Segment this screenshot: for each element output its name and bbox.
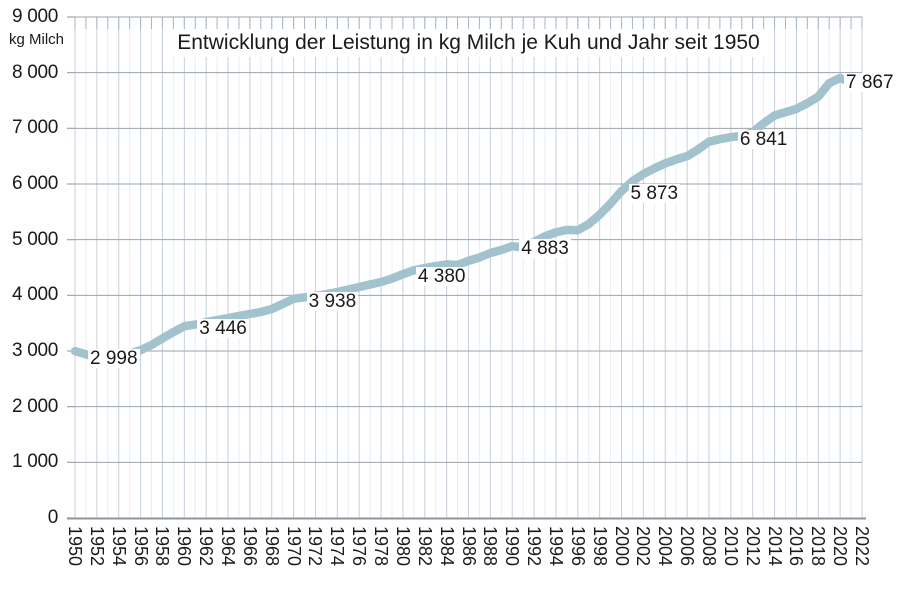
data-point-label: 3 446	[197, 318, 249, 340]
x-axis-tick-label: 2022	[852, 526, 872, 567]
x-axis-tick-label: 2014	[764, 526, 785, 567]
x-axis-tick-label: 1982	[414, 526, 435, 567]
data-point-label: 7 867	[844, 72, 896, 94]
chart-title-row: Entwicklung der Leistung in kg Milch je …	[75, 29, 862, 57]
x-axis-tick-label: 2012	[742, 526, 763, 567]
x-axis-tick-label: 1966	[239, 526, 260, 567]
y-axis-tick-label: 6 000	[11, 173, 58, 194]
x-axis-tick-label: 1964	[218, 526, 239, 567]
y-axis-tick-label: 4 000	[11, 284, 58, 306]
x-axis-tick-label: 2008	[698, 526, 719, 567]
data-point-label: 6 841	[737, 129, 790, 151]
y-axis-tick-label: 9 000	[11, 6, 58, 27]
x-axis-tick-label: 2016	[786, 526, 807, 567]
x-axis-tick-label: 1988	[480, 526, 501, 567]
x-axis-tick-label: 1968	[261, 526, 282, 567]
x-axis-tick-label: 1974	[327, 526, 348, 567]
y-axis-tick-label: 7 000	[11, 117, 58, 139]
y-axis-tick-label: 2 000	[11, 395, 58, 417]
data-point-label: 2 998	[88, 348, 140, 370]
x-axis-tick-label: 1958	[152, 526, 173, 567]
chart-title: Entwicklung der Leistung in kg Milch je …	[169, 29, 768, 57]
y-axis-tick-label: 1 000	[11, 451, 58, 473]
x-axis-tick-label: 1986	[458, 526, 479, 567]
y-axis-unit-label: kg Milch	[9, 31, 65, 48]
x-axis-tick-label: 2002	[633, 526, 654, 567]
x-axis-tick-label: 1998	[589, 526, 610, 567]
x-axis-tick-label: 2018	[808, 526, 829, 567]
x-axis-tick-label: 1960	[174, 526, 195, 567]
data-point-label: 3 938	[306, 290, 359, 312]
y-axis-tick-label: 3 000	[11, 340, 58, 361]
y-axis-tick-label: 0	[47, 507, 59, 528]
x-axis-tick-label: 2004	[655, 526, 676, 567]
x-axis-tick-label: 1956	[130, 526, 151, 567]
x-axis-tick-label: 2010	[720, 526, 741, 567]
x-axis-tick-label: 1994	[545, 526, 566, 567]
x-axis-tick-label: 1954	[108, 526, 129, 567]
x-axis-tick-label: 1970	[283, 526, 304, 567]
data-point-label: 4 883	[519, 238, 571, 260]
x-axis-tick-label: 2020	[830, 526, 851, 567]
x-axis-tick-label: 1996	[567, 526, 588, 567]
x-axis-tick-label: 1992	[524, 526, 545, 567]
x-axis-tick-label: 1990	[502, 526, 523, 567]
x-axis-tick-label: 1950	[65, 526, 85, 567]
x-axis-tick-label: 2000	[611, 526, 632, 567]
y-axis-tick-label: 8 000	[11, 61, 58, 83]
x-axis-tick-label: 1972	[305, 526, 326, 567]
x-axis-tick-label: 1962	[196, 526, 217, 567]
y-axis-tick-label: 5 000	[11, 228, 58, 250]
data-point-label: 4 380	[415, 266, 468, 288]
x-axis-tick-label: 1976	[349, 526, 370, 567]
x-axis-tick-label: 1980	[392, 526, 413, 567]
data-point-label: 5 873	[628, 183, 681, 205]
x-axis-tick-label: 1952	[86, 526, 107, 567]
x-axis-tick-label: 1984	[436, 526, 457, 567]
x-axis-tick-label: 2006	[677, 526, 698, 567]
x-axis-tick-label: 1978	[371, 526, 392, 567]
